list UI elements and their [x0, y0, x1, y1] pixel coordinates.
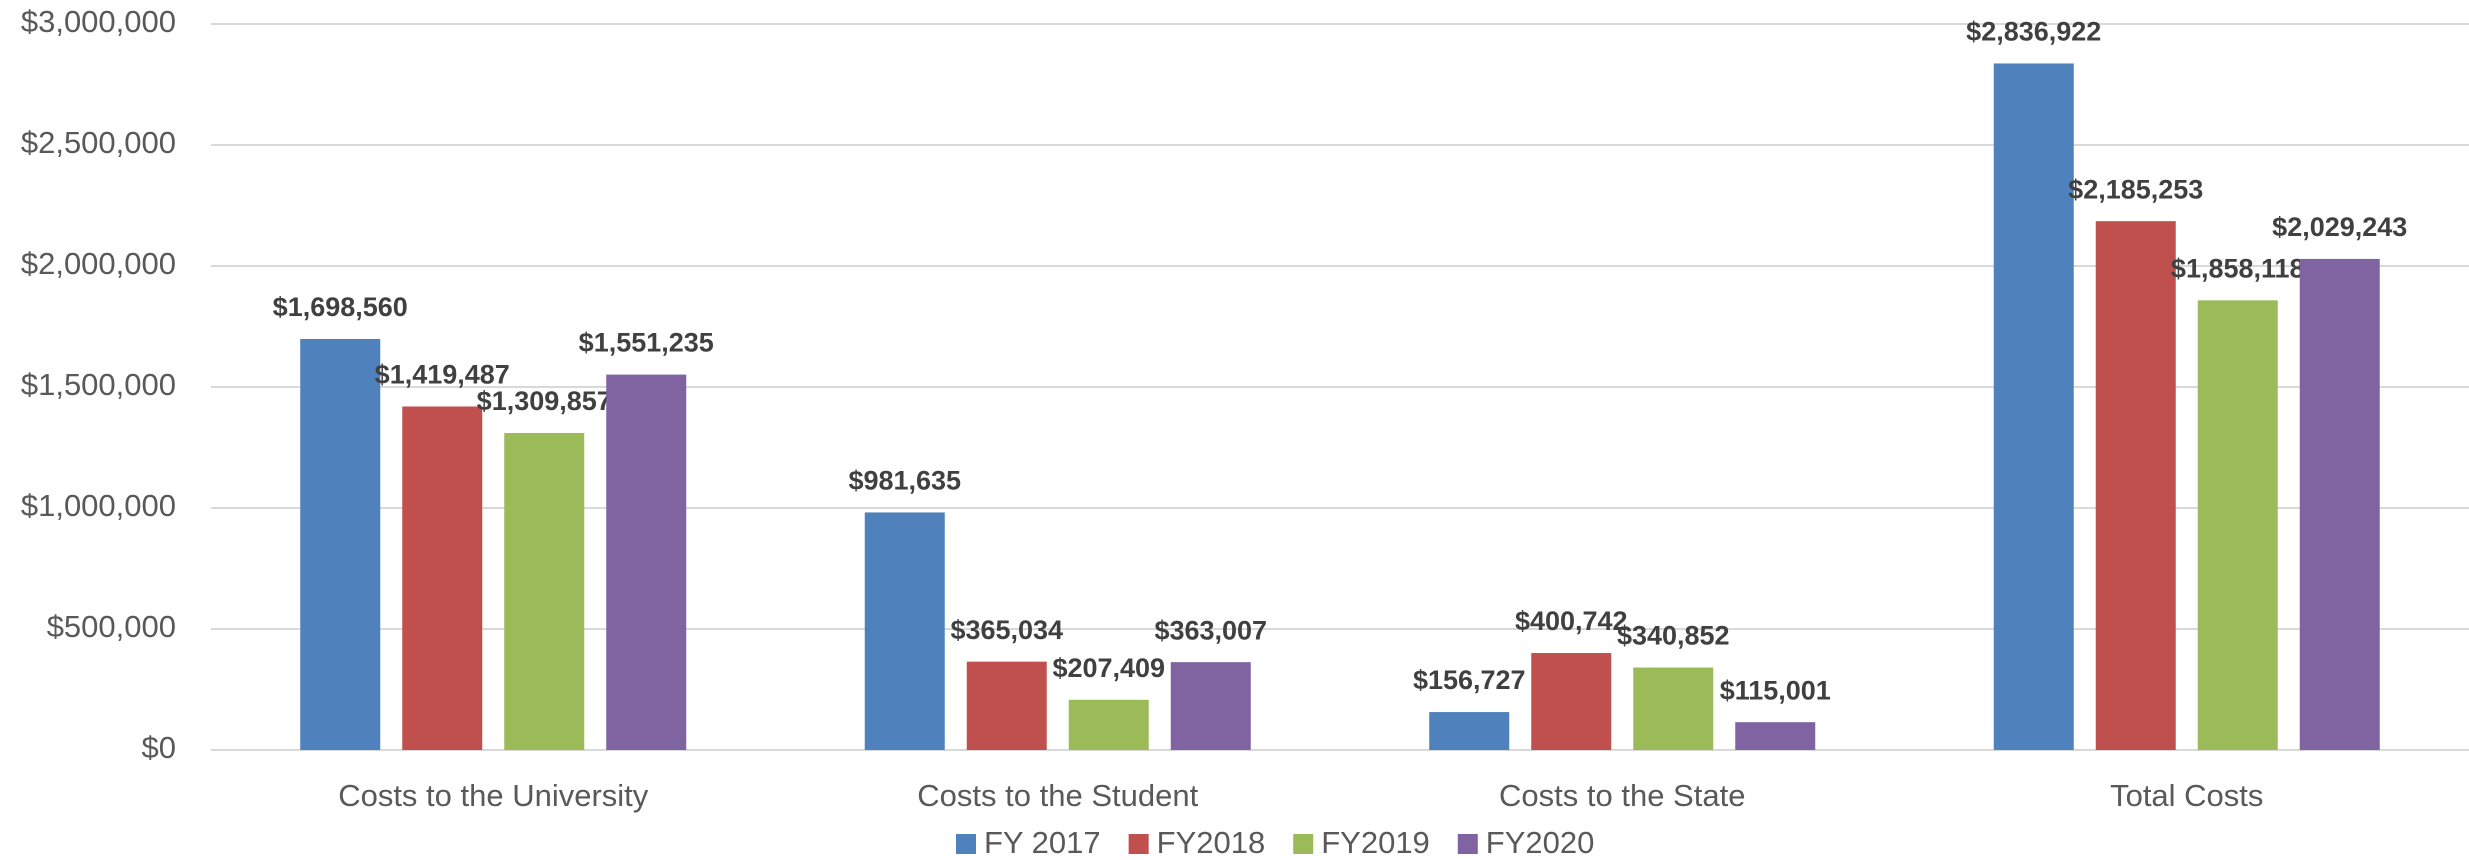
- bar: [402, 406, 483, 750]
- bar: [504, 433, 585, 750]
- value-label: $365,034: [950, 615, 1063, 645]
- value-label: $115,001: [1720, 675, 1831, 705]
- bar: [1633, 667, 1714, 750]
- x-tick-label: Total Costs: [2110, 778, 2263, 813]
- y-tick-label: $1,500,000: [21, 367, 176, 402]
- value-label: $2,185,253: [2068, 174, 2203, 204]
- y-tick-label: $3,000,000: [21, 4, 176, 39]
- legend-label: FY 2017: [984, 825, 1101, 860]
- y-tick-label: $500,000: [47, 609, 176, 644]
- bar: [1429, 712, 1510, 750]
- x-tick-label: Costs to the University: [338, 778, 649, 813]
- value-label: $2,836,922: [1966, 17, 2101, 47]
- value-label: $981,635: [848, 466, 961, 496]
- value-label: $1,551,235: [579, 328, 714, 358]
- value-label: $1,419,487: [375, 360, 510, 390]
- y-tick-label: $2,000,000: [21, 246, 176, 281]
- bar: [2299, 258, 2380, 750]
- x-tick-label: Costs to the Student: [917, 778, 1198, 813]
- value-label: $1,309,857: [477, 386, 612, 416]
- legend-swatch: [1457, 834, 1478, 854]
- bar: [1735, 722, 1816, 750]
- bar: [1993, 63, 2074, 751]
- y-tick-label: $0: [142, 730, 176, 765]
- y-tick-label: $2,500,000: [21, 125, 176, 160]
- value-label: $2,029,243: [2272, 212, 2407, 242]
- value-label: $1,698,560: [273, 292, 408, 322]
- legend-swatch: [1128, 834, 1149, 854]
- value-label: $1,858,118: [2171, 253, 2305, 283]
- value-label: $400,742: [1515, 606, 1628, 636]
- bar: [606, 374, 687, 750]
- bar: [1170, 662, 1251, 750]
- bar: [2197, 300, 2278, 750]
- bar: [1068, 699, 1149, 750]
- value-label: $340,852: [1617, 621, 1730, 651]
- legend-swatch: [1293, 834, 1314, 854]
- bar: [1531, 653, 1612, 750]
- bar: [864, 512, 945, 750]
- legend-swatch: [956, 834, 976, 854]
- bar: [966, 661, 1047, 750]
- bar: [300, 338, 381, 750]
- legend-label: FY2019: [1321, 825, 1430, 860]
- value-label: $363,007: [1154, 615, 1267, 645]
- value-label: $207,409: [1052, 653, 1165, 683]
- y-tick-label: $1,000,000: [21, 488, 176, 523]
- legend-label: FY2020: [1486, 825, 1595, 860]
- value-label: $156,727: [1413, 665, 1526, 695]
- legend-label: FY2018: [1157, 825, 1266, 860]
- bar: [2095, 221, 2176, 751]
- x-tick-label: Costs to the State: [1499, 778, 1745, 813]
